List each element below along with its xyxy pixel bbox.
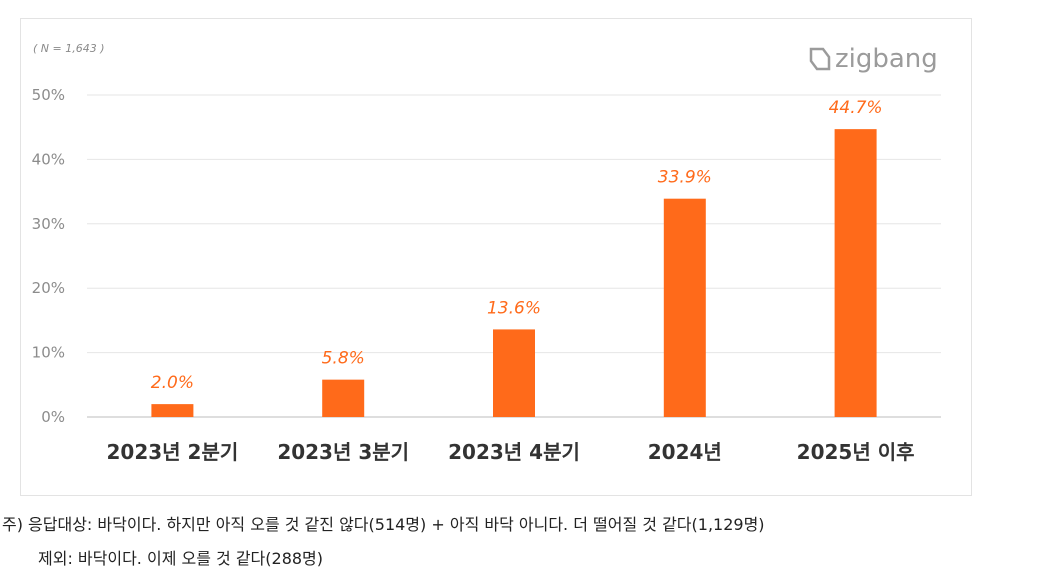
- x-axis-ticks: 2023년 2분기 2023년 3분기 2023년 4분기 2024년 2025년 이후: [107, 440, 915, 464]
- sample-size-note: ( N = 1,643 ): [33, 42, 105, 55]
- y-tick-label: 30%: [32, 215, 65, 233]
- data-label: 2.0%: [151, 373, 194, 393]
- x-tick-label: 2024년: [648, 440, 722, 464]
- bars: [151, 129, 877, 417]
- y-tick-label: 20%: [32, 279, 65, 297]
- footnote-line-2: 제외: 바닥이다. 이제 오를 것 같다(288명): [38, 549, 324, 568]
- data-label: 33.9%: [658, 168, 712, 188]
- x-tick-label: 2023년 2분기: [107, 440, 239, 464]
- x-tick-label: 2023년 4분기: [448, 440, 580, 464]
- bar: [151, 404, 194, 417]
- y-tick-label: 10%: [32, 344, 65, 362]
- bar: [322, 379, 365, 417]
- bar-chart: ( N = 1,643 ) zigbang 0%10%20%30%40%50% …: [32, 42, 941, 464]
- bar: [663, 198, 706, 417]
- gridlines: [87, 94, 941, 418]
- brand-name: zigbang: [835, 44, 938, 74]
- footnote-line-1: 주) 응답대상: 바닥이다. 하지만 아직 오를 것 같진 않다(514명) +…: [2, 515, 765, 534]
- y-axis-ticks: 0% 10% 20% 30% 40% 50%: [32, 86, 65, 426]
- y-tick-label: 0%: [41, 408, 65, 426]
- x-tick-label: 2025년 이후: [797, 440, 915, 464]
- data-label: 13.6%: [487, 298, 541, 318]
- zigbang-logo: zigbang: [809, 44, 938, 74]
- bar: [493, 329, 535, 417]
- data-labels: 2.0% 5.8% 13.6% 33.9% 44.7%: [151, 98, 883, 393]
- data-label: 5.8%: [322, 349, 365, 369]
- zigbang-logo-icon: [809, 47, 831, 71]
- y-tick-label: 40%: [32, 150, 65, 168]
- chart-panel: ( N = 1,643 ) zigbang 0% 10% 20% 30% 40% 50% …: [20, 18, 972, 496]
- data-label: 44.7%: [829, 98, 883, 118]
- x-tick-label: 2023년 3분기: [277, 440, 409, 464]
- bar: [834, 129, 877, 417]
- y-tick-label: 50%: [32, 86, 65, 104]
